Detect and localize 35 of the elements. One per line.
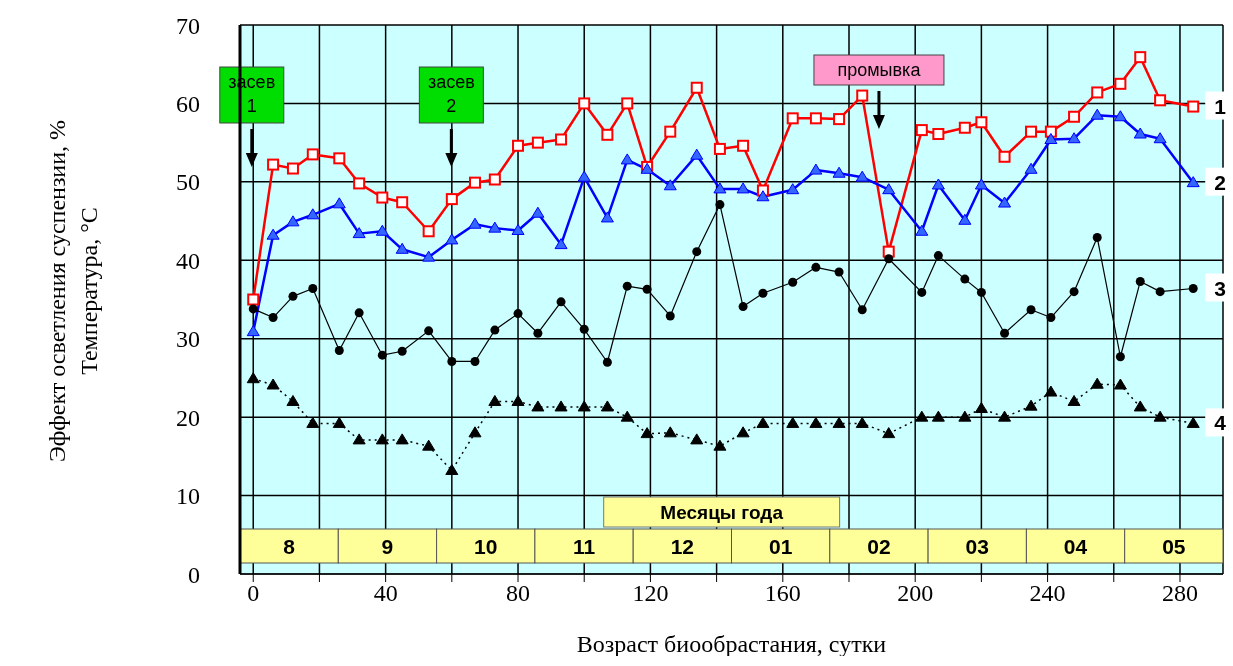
y-tick-label: 40 bbox=[176, 247, 200, 274]
series-label: 2 bbox=[1214, 170, 1227, 194]
annotation: Месяцы года bbox=[660, 502, 784, 523]
annotation: 8 bbox=[283, 535, 296, 558]
y-tick-label: 60 bbox=[176, 90, 200, 117]
annotation: 10 bbox=[474, 535, 498, 558]
x-tick-label: 160 bbox=[764, 580, 801, 607]
x-tick-label: 40 bbox=[373, 580, 398, 607]
annotation: 05 bbox=[1162, 535, 1186, 558]
annotation: промывка bbox=[813, 55, 944, 85]
y-tick-label: 20 bbox=[176, 404, 200, 431]
series-label: 4 bbox=[1214, 411, 1227, 435]
x-tick-label: 80 bbox=[506, 580, 531, 607]
x-tick-label: 120 bbox=[632, 580, 669, 607]
y-axis-title: Эффект осветления суспензии, % Температура, °C bbox=[43, 119, 103, 463]
series-label: 1 bbox=[1214, 94, 1227, 118]
x-tick-label: 200 bbox=[897, 580, 934, 607]
y-tick-label: 30 bbox=[176, 326, 200, 353]
annotation: 9 bbox=[381, 535, 394, 558]
y-tick-label: 50 bbox=[176, 169, 200, 196]
annotation: 04 bbox=[1063, 535, 1088, 558]
y-tick-label: 0 bbox=[188, 561, 200, 588]
annotation: 01 bbox=[768, 535, 793, 558]
annotation: 03 bbox=[965, 535, 989, 558]
x-tick-label: 0 bbox=[247, 580, 260, 607]
annotation: 11 bbox=[572, 535, 596, 558]
y-tick-label: 10 bbox=[176, 483, 200, 510]
annotation: засев 2 bbox=[419, 67, 484, 121]
x-tick-label: 240 bbox=[1029, 580, 1066, 607]
series-label: 3 bbox=[1214, 276, 1227, 300]
annotation: 12 bbox=[670, 535, 695, 558]
y-tick-label: 70 bbox=[176, 12, 200, 39]
x-tick-label: 280 bbox=[1161, 580, 1198, 607]
annotation: 02 bbox=[867, 535, 891, 558]
month-scale: Месяцы года bbox=[603, 496, 841, 528]
